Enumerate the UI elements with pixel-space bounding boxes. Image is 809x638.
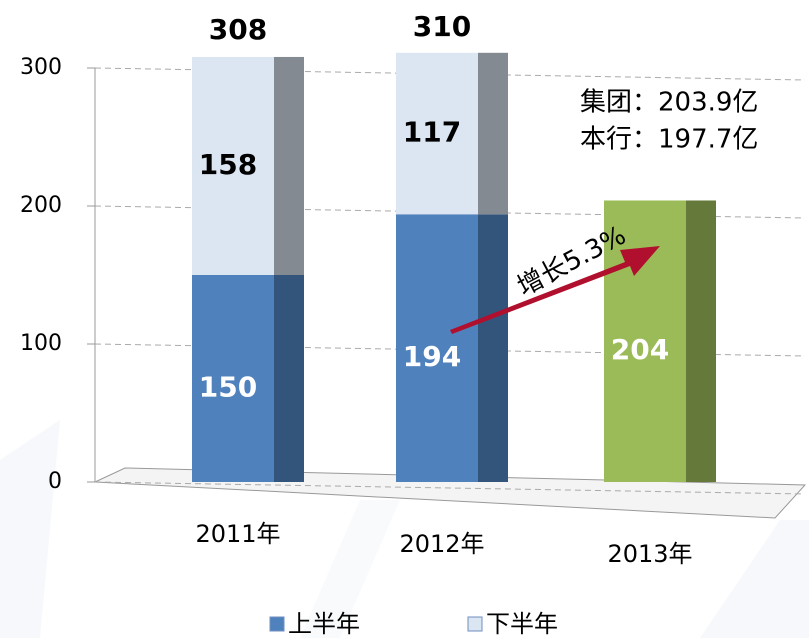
grid-line (94, 481, 806, 495)
y-tick-label: 100 (20, 331, 62, 356)
total-label: 310 (413, 10, 471, 43)
value-label: 194 (403, 340, 461, 373)
bar-side (478, 52, 508, 215)
legend-label: 下半年 (486, 610, 558, 638)
y-tick-label: 300 (20, 55, 62, 80)
value-label: 204 (611, 333, 669, 366)
bar-segment (604, 200, 686, 483)
growth-arrow (450, 246, 660, 334)
bar-side (686, 200, 716, 483)
x-tick-label: 2013年 (607, 540, 692, 568)
bar-side (274, 56, 304, 276)
bar-side-shade (478, 214, 508, 482)
annotation: 本行：197.7亿 (580, 125, 758, 155)
legend-label: 上半年 (288, 610, 360, 638)
bar-side-shade (274, 56, 304, 276)
legend-swatch (467, 616, 483, 632)
y-tick-label: 0 (48, 469, 62, 494)
bar-segment (396, 52, 478, 215)
bar-side-shade (274, 275, 304, 482)
value-label: 117 (403, 116, 461, 149)
annotation: 集团：203.9亿 (580, 88, 758, 118)
background (0, 420, 809, 638)
bar-segment (192, 56, 274, 276)
bar-side (478, 214, 508, 482)
value-label: 158 (199, 148, 257, 181)
bar-segment (192, 275, 274, 482)
y-tick-label: 200 (20, 193, 62, 218)
bar-side (274, 275, 304, 482)
bar-segment (396, 214, 478, 482)
legend-swatch (269, 616, 285, 632)
bar-side-shade (478, 52, 508, 215)
bar-side-shade (686, 200, 716, 483)
x-tick-label: 2011年 (195, 520, 280, 548)
value-label: 150 (199, 371, 257, 404)
x-tick-label: 2012年 (399, 530, 484, 558)
total-label: 308 (209, 13, 267, 46)
